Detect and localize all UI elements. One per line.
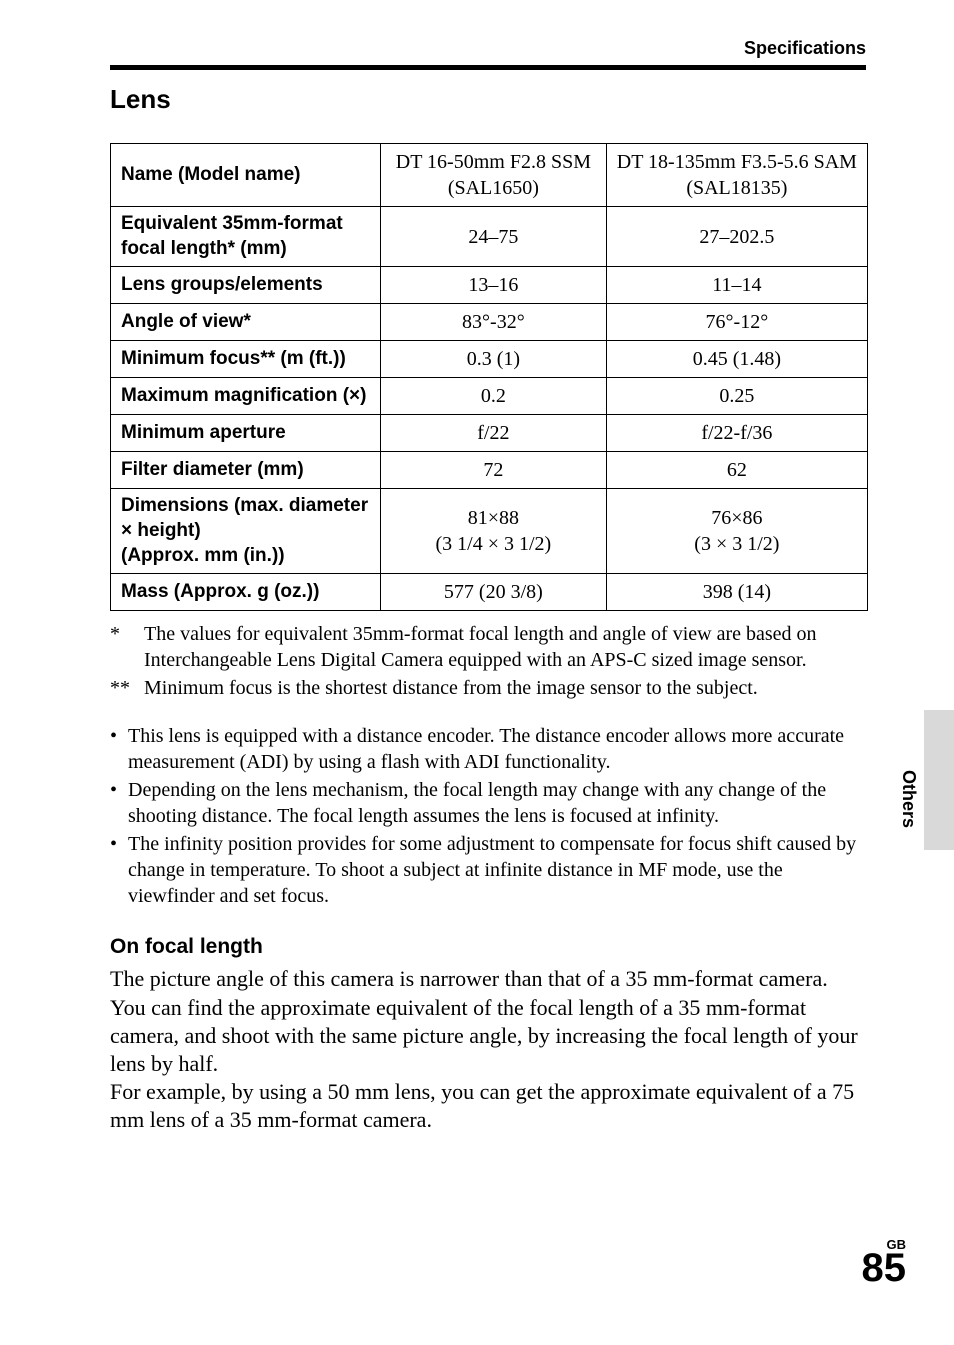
row-col1: 577 (20 3/8) [381,574,607,611]
row-label: Dimensions (max. diameter × height)(Appr… [111,489,381,574]
bullet-mark: • [110,723,128,775]
footnote-mark: ** [110,675,144,701]
section-title: Lens [110,84,914,115]
row-col1: 72 [381,452,607,489]
table-row: Name (Model name)DT 16-50mm F2.8 SSM (SA… [111,144,868,207]
footnote-mark: * [110,621,144,673]
header-rule [110,65,866,70]
row-col2: 398 (14) [606,574,867,611]
row-col2: DT 18-135mm F3.5-5.6 SAM (SAL18135) [606,144,867,207]
row-col1: DT 16-50mm F2.8 SSM (SAL1650) [381,144,607,207]
table-row: Angle of view*83°-32°76°-12° [111,304,868,341]
row-col2: 76°-12° [606,304,867,341]
table-row: Minimum focus** (m (ft.))0.3 (1)0.45 (1.… [111,341,868,378]
row-col1: 0.3 (1) [381,341,607,378]
table-row: Mass (Approx. g (oz.))577 (20 3/8)398 (1… [111,574,868,611]
table-row: Equivalent 35mm-format focal length* (mm… [111,207,868,267]
row-label: Filter diameter (mm) [111,452,381,489]
row-col1: 0.2 [381,378,607,415]
row-label: Maximum magnification (×) [111,378,381,415]
row-col2: f/22-f/36 [606,415,867,452]
spec-table-body: Name (Model name)DT 16-50mm F2.8 SSM (SA… [111,144,868,611]
row-label: Equivalent 35mm-format focal length* (mm… [111,207,381,267]
row-label: Name (Model name) [111,144,381,207]
bullet-text: The infinity position provides for some … [128,831,868,909]
bullet-text: This lens is equipped with a distance en… [128,723,868,775]
row-label: Minimum focus** (m (ft.)) [111,341,381,378]
footnote-text: The values for equivalent 35mm-format fo… [144,621,868,673]
bullets: •This lens is equipped with a distance e… [110,723,868,909]
side-tab-label: Others [898,770,919,828]
page-footer: GB 85 [862,1237,907,1291]
bullet-mark: • [110,831,128,909]
row-col1: 13–16 [381,267,607,304]
row-col2: 0.45 (1.48) [606,341,867,378]
row-label: Angle of view* [111,304,381,341]
side-tab [924,710,954,850]
row-label: Lens groups/elements [111,267,381,304]
row-col1: 81×88(3 1/4 × 3 1/2) [381,489,607,574]
row-col2: 76×86(3 × 3 1/2) [606,489,867,574]
row-col1: f/22 [381,415,607,452]
row-col2: 0.25 [606,378,867,415]
table-row: Dimensions (max. diameter × height)(Appr… [111,489,868,574]
row-col2: 27–202.5 [606,207,867,267]
spec-table: Name (Model name)DT 16-50mm F2.8 SSM (SA… [110,143,868,611]
table-row: Maximum magnification (×)0.20.25 [111,378,868,415]
subsection-heading: On focal length [110,935,914,959]
header-breadcrumb: Specifications [110,38,914,59]
footnote: **Minimum focus is the shortest distance… [110,675,868,701]
row-col1: 83°-32° [381,304,607,341]
row-col1: 24–75 [381,207,607,267]
subsection-body: The picture angle of this camera is narr… [110,965,868,1134]
table-row: Lens groups/elements13–1611–14 [111,267,868,304]
row-label: Minimum aperture [111,415,381,452]
bullet-text: Depending on the lens mechanism, the foc… [128,777,868,829]
bullet-item: •This lens is equipped with a distance e… [110,723,868,775]
footnotes: *The values for equivalent 35mm-format f… [110,621,868,701]
row-col2: 11–14 [606,267,867,304]
footer-page-number: 85 [862,1246,907,1290]
bullet-item: •The infinity position provides for some… [110,831,868,909]
row-label: Mass (Approx. g (oz.)) [111,574,381,611]
bullet-item: •Depending on the lens mechanism, the fo… [110,777,868,829]
table-row: Minimum aperturef/22f/22-f/36 [111,415,868,452]
footnote-text: Minimum focus is the shortest distance f… [144,675,868,701]
row-col2: 62 [606,452,867,489]
footnote: *The values for equivalent 35mm-format f… [110,621,868,673]
table-row: Filter diameter (mm)7262 [111,452,868,489]
bullet-mark: • [110,777,128,829]
